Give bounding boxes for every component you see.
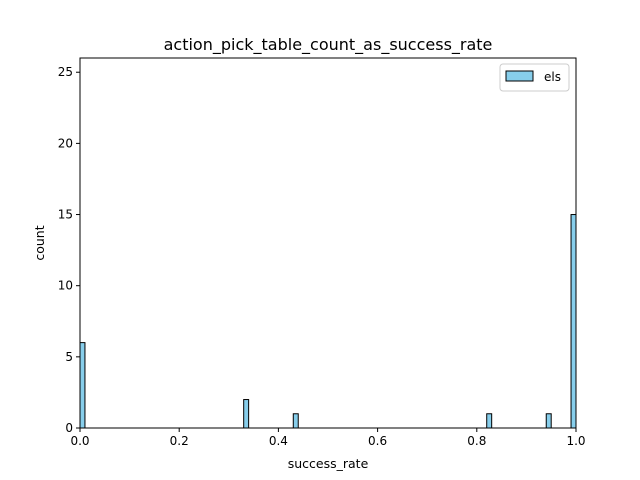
histogram-bar [570, 214, 577, 429]
x-tick-label: 0.4 [269, 434, 288, 448]
legend-label-els: els [544, 70, 561, 84]
histogram-bar [545, 413, 552, 429]
x-tick-label: 0.2 [170, 434, 189, 448]
y-axis-ticks: 0 5 10 15 20 25 [58, 65, 80, 435]
legend-swatch [505, 70, 534, 82]
legend: els [499, 63, 570, 92]
y-tick-label: 20 [58, 136, 73, 150]
y-tick-label: 25 [58, 65, 73, 79]
y-axis-label: count [32, 225, 47, 260]
x-axis-ticks: 0.0 0.2 0.4 0.6 0.8 1.0 [70, 428, 586, 448]
histogram-bar [486, 413, 493, 429]
y-tick-label: 0 [65, 421, 73, 435]
x-axis-label: success_rate [288, 456, 369, 471]
y-tick-label: 10 [58, 279, 73, 293]
axes-frame [79, 57, 577, 429]
histogram-bar [292, 413, 299, 429]
chart-title: action_pick_table_count_as_success_rate [164, 35, 493, 55]
y-tick-label: 15 [58, 208, 73, 222]
x-tick-label: 0.6 [368, 434, 387, 448]
x-tick-label: 0.0 [70, 434, 89, 448]
bars-group [79, 214, 577, 429]
y-tick-label: 5 [65, 350, 73, 364]
x-tick-label: 1.0 [566, 434, 585, 448]
histogram-bar [243, 399, 250, 429]
x-tick-label: 0.8 [467, 434, 486, 448]
histogram-bar [79, 342, 86, 429]
